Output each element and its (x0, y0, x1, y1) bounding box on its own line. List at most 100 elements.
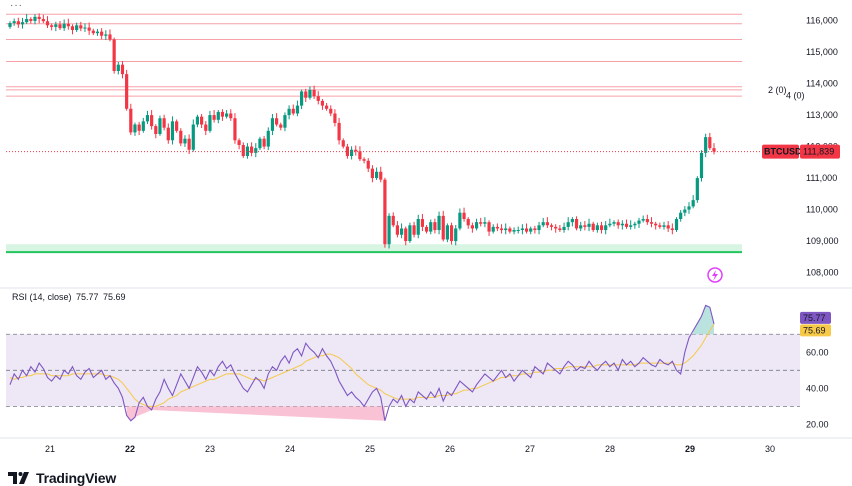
candle-body (229, 113, 233, 119)
candle-body (166, 127, 170, 141)
tradingview-logo-text: TradingView (36, 469, 117, 486)
price-tick-label: 113,000 (806, 110, 838, 120)
tradingview-logo-icon (8, 471, 29, 484)
candle-body (445, 225, 449, 240)
candle-body (175, 121, 179, 131)
candle-body (454, 228, 458, 242)
x-tick-label: 27 (525, 444, 535, 454)
candle-body (541, 222, 545, 226)
rsi-ma-tag: 75.69 (803, 325, 826, 335)
x-tick-label: 22 (125, 444, 135, 454)
candle-body (687, 206, 691, 210)
candle-body (266, 130, 270, 147)
x-tick-label: 30 (765, 444, 775, 454)
last-price-tag-bg (800, 144, 840, 159)
candle-body (437, 215, 441, 231)
candle-body (195, 116, 200, 125)
candle-body (520, 228, 524, 231)
candle-body (545, 222, 549, 226)
candle-body (387, 215, 391, 245)
candle-body (45, 21, 50, 26)
candle-body (470, 225, 474, 229)
candle-body (133, 124, 137, 133)
candle-body (654, 223, 658, 226)
rsi-tick-label: 60.00 (806, 347, 829, 357)
candle-body (54, 24, 58, 27)
menu-dots-icon[interactable]: ··· (10, 0, 23, 11)
candle-body (645, 219, 649, 223)
candle-body (474, 222, 479, 229)
candle-body (33, 16, 37, 21)
rsi-tick-label: 20.00 (806, 419, 829, 429)
candle-body (204, 124, 208, 131)
candle-body (558, 228, 562, 231)
candle-body (695, 178, 699, 201)
price-tick-label: 108,000 (806, 268, 839, 278)
last-price-tag: 111,839 (803, 147, 834, 157)
lightning-icon (707, 267, 723, 283)
candle-body (712, 148, 716, 152)
x-tick-label: 23 (205, 444, 215, 454)
candle-body (349, 149, 354, 157)
candle-body (50, 25, 54, 27)
candle-body (441, 215, 445, 240)
candle-body (58, 24, 62, 29)
candle-body (212, 115, 216, 120)
candle-body (283, 115, 287, 128)
candle-body (612, 222, 616, 224)
candle-body (449, 225, 454, 242)
candle-body (499, 228, 504, 231)
candle-body (29, 19, 33, 21)
candle-body (508, 228, 512, 232)
candle-body (574, 219, 579, 229)
candle-body (637, 220, 641, 224)
candle-body (483, 222, 487, 224)
candle-body (533, 228, 537, 231)
candle-body (100, 31, 104, 36)
candle-body (95, 31, 100, 34)
candle-body (183, 138, 187, 144)
x-tick-label: 28 (605, 444, 615, 454)
candle-body (599, 225, 604, 231)
candle-body (179, 130, 183, 144)
candle-body (158, 118, 162, 134)
candle-body (595, 225, 599, 231)
candle-body (270, 118, 275, 131)
candle-body (141, 121, 145, 131)
rsi-overbought-fill (693, 305, 714, 335)
candle-body (287, 108, 291, 116)
x-tick-label: 24 (285, 444, 295, 454)
candle-body (516, 230, 520, 232)
candle-body (658, 225, 662, 227)
price-tick-label: 111,000 (806, 173, 837, 183)
candle-body (429, 222, 433, 232)
candle-body (708, 137, 712, 149)
candle-body (649, 222, 654, 224)
candle-body (374, 171, 379, 179)
candle-body (241, 145, 245, 157)
symbol-tag: BTCUSD (764, 147, 802, 157)
x-tick-label: 26 (445, 444, 455, 454)
candle-body (341, 140, 345, 147)
candle-body (358, 151, 362, 160)
candle-body (383, 179, 387, 245)
price-tick-label: 115,000 (806, 47, 838, 57)
candle-body (366, 160, 370, 169)
candle-body (304, 91, 308, 98)
candle-body (70, 26, 75, 31)
candle-body (579, 225, 583, 229)
candle-body (670, 228, 674, 231)
candle-body (299, 91, 304, 106)
candle-body (216, 111, 220, 120)
candle-body (83, 27, 87, 29)
price-tick-label: 114,000 (806, 79, 838, 89)
candle-body (250, 146, 254, 153)
candle-body (25, 19, 29, 23)
candle-body (129, 108, 133, 133)
candle-body (291, 108, 295, 114)
candle-body (254, 148, 258, 153)
candle-body (624, 223, 629, 227)
candle-body (66, 23, 70, 27)
x-tick-label: 29 (685, 444, 695, 454)
candle-body (412, 225, 416, 235)
